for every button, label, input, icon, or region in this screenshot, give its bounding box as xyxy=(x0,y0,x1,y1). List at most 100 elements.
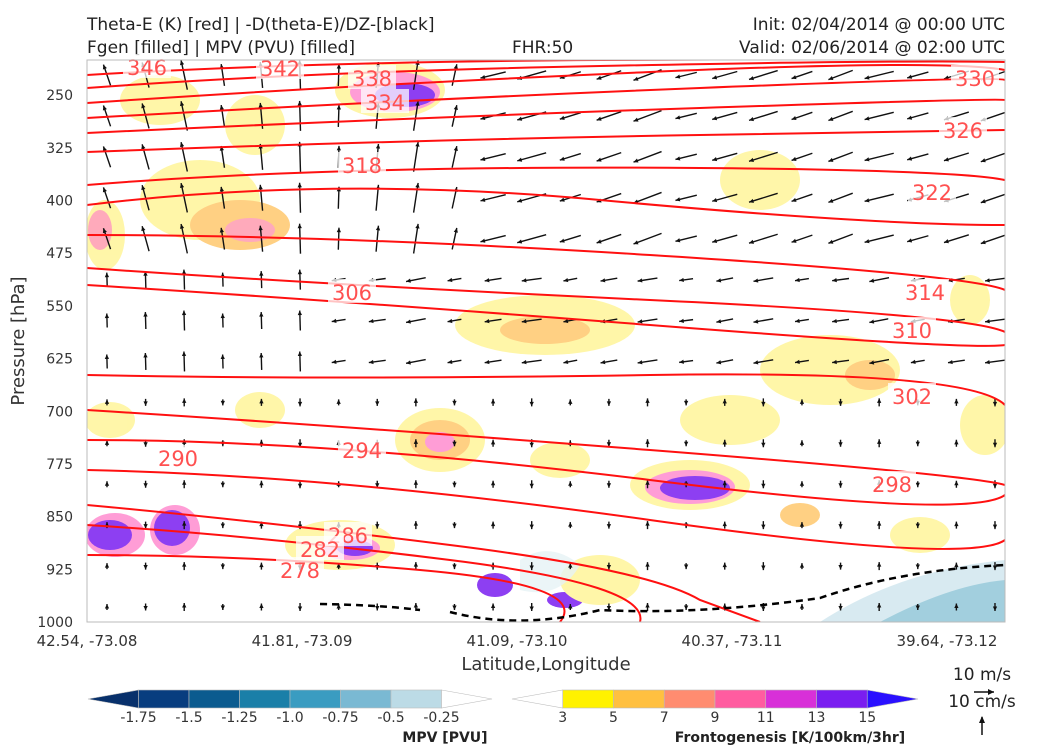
colorbar-swatch xyxy=(714,689,767,709)
colorbar-tick-label: 7 xyxy=(660,710,669,726)
wind-arrowhead xyxy=(220,523,225,529)
wind-arrowhead xyxy=(791,116,797,121)
wind-arrowhead xyxy=(297,606,303,611)
wind-arrow xyxy=(864,193,894,203)
wind-arrowhead xyxy=(992,401,998,407)
wind-arrowhead xyxy=(179,60,185,66)
wind-arrowhead xyxy=(910,359,916,364)
theta-e-contour-line xyxy=(87,554,566,622)
theta-e-contour-line xyxy=(87,60,1005,89)
wind-arrowhead xyxy=(480,74,486,80)
contour-label-bg xyxy=(276,557,324,581)
y-tick-label: 925 xyxy=(46,562,73,578)
wind-arrowhead xyxy=(596,239,602,244)
wind-arrowhead xyxy=(143,442,148,447)
contour-label-bg xyxy=(256,55,304,79)
wind-arrowhead xyxy=(413,521,419,526)
theta-e-contour-line xyxy=(87,267,1005,333)
wind-arrowhead xyxy=(832,278,837,283)
wind-arrowhead xyxy=(331,359,337,364)
wind-arrowhead xyxy=(141,103,146,109)
wind-arrowhead xyxy=(864,116,870,121)
x-tick-label: 41.81, -73.09 xyxy=(252,632,353,650)
theta-e-contour-label: 314 xyxy=(905,281,945,305)
wind-arrowhead xyxy=(679,277,684,283)
colorbar-tick-label: -1.25 xyxy=(221,710,257,726)
contour-label-bg xyxy=(901,279,949,303)
wind-arrowhead xyxy=(568,522,573,527)
wind-arrow xyxy=(412,182,419,213)
theta-e-contour-line xyxy=(87,284,1005,347)
mpv-zero-dashed-line xyxy=(319,563,1005,622)
title-line-2: Fgen [filled] | MPV (PVU) [filled] xyxy=(87,38,356,58)
wind-arrowhead xyxy=(712,116,718,121)
wind-arrowhead xyxy=(529,483,534,489)
theta-e-contour-label: 278 xyxy=(280,559,320,583)
wind-arrowhead xyxy=(568,481,573,486)
wind-arrowhead xyxy=(220,482,225,488)
wind-arrowhead xyxy=(413,603,419,608)
wind-arrowhead xyxy=(722,480,727,486)
wind-arrowhead xyxy=(799,399,805,404)
wind-arrowhead xyxy=(832,318,837,324)
wind-arrowhead xyxy=(869,319,875,324)
theta-e-contour-label: 306 xyxy=(332,281,372,305)
colorbar-swatch xyxy=(613,689,665,709)
wind-arrowhead xyxy=(182,480,187,485)
wind-arrowhead xyxy=(181,269,187,275)
colorbar-swatch xyxy=(765,689,817,709)
contour-label-bg xyxy=(361,89,409,113)
wind-arrowhead xyxy=(637,319,643,324)
wind-arrowhead xyxy=(297,100,302,106)
wind-arrowhead xyxy=(413,439,419,444)
wind-arrowhead xyxy=(712,157,718,162)
wind-arrowhead xyxy=(761,606,766,611)
wind-arrowhead xyxy=(954,562,959,568)
wind-arrowhead xyxy=(864,239,870,244)
wind-arrowhead xyxy=(181,351,187,357)
wind-arrowhead xyxy=(877,521,882,526)
wind-arrowhead xyxy=(259,562,264,568)
wind-arrow xyxy=(180,142,189,172)
wind-arrowhead xyxy=(258,102,263,108)
wind-arrowhead xyxy=(683,605,689,610)
wind-arrowhead xyxy=(219,145,224,151)
wind-arrowhead xyxy=(297,223,302,229)
wind-arrowhead xyxy=(484,359,490,365)
wind-arrowhead xyxy=(864,75,870,80)
wind-arrowhead xyxy=(141,185,146,191)
wind-arrowhead xyxy=(864,198,870,203)
wind-arrowhead xyxy=(297,442,303,448)
mpv-colorbar: -1.75 -1.5 -1.25 -1.0 -0.75 -0.5 -0.25 xyxy=(87,689,493,726)
wind-arrowhead xyxy=(336,145,341,151)
wind-arrowhead xyxy=(220,564,225,570)
wind-arrowhead xyxy=(336,604,341,609)
wind-arrow xyxy=(412,223,419,254)
wind-arrow xyxy=(633,191,662,204)
theta-e-contour-label: 326 xyxy=(943,119,983,143)
wind-arrowhead xyxy=(529,524,534,530)
wind-arrowhead xyxy=(143,312,148,317)
theta-e-contour-line xyxy=(87,409,1005,486)
wind-arrowhead xyxy=(795,318,800,324)
wind-arrowhead xyxy=(413,562,419,567)
wind-arrowhead xyxy=(336,227,341,233)
wind-arrow xyxy=(748,192,778,203)
wind-arrowhead xyxy=(791,197,797,202)
wind-arrowhead xyxy=(828,116,834,121)
colorbar-swatch xyxy=(87,689,139,709)
wind-arrowhead xyxy=(413,480,419,485)
wind-arrowhead xyxy=(954,398,959,404)
y-tick-label: 400 xyxy=(46,194,73,210)
wind-arrowhead xyxy=(480,115,486,121)
x-tick-label: 39.64, -73.12 xyxy=(897,632,998,650)
wind-arrowhead xyxy=(490,480,496,486)
contour-label-bg xyxy=(328,279,376,303)
wind-arrow xyxy=(298,182,302,213)
wind-arrowhead xyxy=(102,187,107,193)
wind-arrowhead xyxy=(490,398,496,404)
colorbar-swatch xyxy=(866,689,919,709)
wind-arrow xyxy=(633,150,662,163)
wind-arrowhead xyxy=(104,313,110,319)
wind-arrowhead xyxy=(985,360,990,365)
